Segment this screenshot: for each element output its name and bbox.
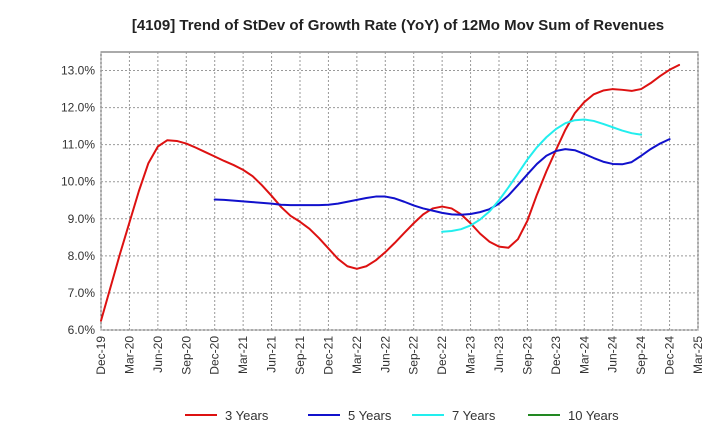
x-tick-label: Mar-24 <box>577 336 591 374</box>
legend: 3 Years 5 Years 7 Years 10 Years <box>185 408 619 423</box>
x-tick-label: Mar-22 <box>350 336 364 374</box>
x-tick-label: Jun-21 <box>265 336 279 373</box>
y-tick-label: 6.0% <box>68 323 96 337</box>
y-tick-label: 12.0% <box>61 101 95 115</box>
series-line-7-years <box>441 118 643 233</box>
x-tick-label: Dec-24 <box>663 336 677 375</box>
legend-label-3-years: 3 Years <box>225 408 269 423</box>
x-tick-label: Jun-24 <box>606 336 620 373</box>
x-tick-label: Mar-20 <box>122 336 136 374</box>
legend-label-10-years: 10 Years <box>568 408 619 423</box>
chart-title: [4109] Trend of StDev of Growth Rate (Yo… <box>132 17 664 34</box>
series-line-3-years <box>100 63 681 322</box>
x-tick-label: Dec-21 <box>321 336 335 375</box>
x-tick-label: Mar-21 <box>236 336 250 374</box>
legend-label-7-years: 7 Years <box>452 408 496 423</box>
x-tick-label: Dec-23 <box>549 336 563 375</box>
x-tick-label: Sep-22 <box>407 336 421 375</box>
x-tick-label: Sep-23 <box>520 336 534 375</box>
x-axis: Dec-19 Mar-20 Jun-20 Sep-20 Dec-20 Mar-21 Jun-… <box>94 336 705 375</box>
x-tick-label: Dec-19 <box>94 336 108 375</box>
y-tick-label: 9.0% <box>68 212 96 226</box>
x-tick-label: Jun-23 <box>492 336 506 373</box>
x-tick-label: Jun-20 <box>151 336 165 373</box>
legend-label-5-years: 5 Years <box>348 408 392 423</box>
y-tick-label: 8.0% <box>68 249 96 263</box>
x-tick-label: Dec-20 <box>208 336 222 375</box>
x-tick-label: Mar-23 <box>464 336 478 374</box>
series-line-5-years <box>213 138 671 216</box>
gridlines <box>100 52 699 331</box>
x-tick-label: Sep-21 <box>293 336 307 375</box>
y-tick-label: 7.0% <box>68 286 96 300</box>
series-lines <box>100 63 681 322</box>
y-axis: 6.0% 7.0% 8.0% 9.0% 10.0% 11.0% 12.0% 13.0% <box>61 64 95 337</box>
x-tick-label: Dec-22 <box>435 336 449 375</box>
x-tick-label: Sep-24 <box>634 336 648 375</box>
x-tick-label: Sep-20 <box>179 336 193 375</box>
plot-area <box>100 51 699 331</box>
y-tick-label: 11.0% <box>62 138 95 152</box>
x-tick-label: Mar-25 <box>691 336 705 374</box>
y-tick-label: 10.0% <box>61 175 95 189</box>
x-tick-label: Jun-22 <box>378 336 392 373</box>
y-tick-label: 13.0% <box>61 64 95 78</box>
